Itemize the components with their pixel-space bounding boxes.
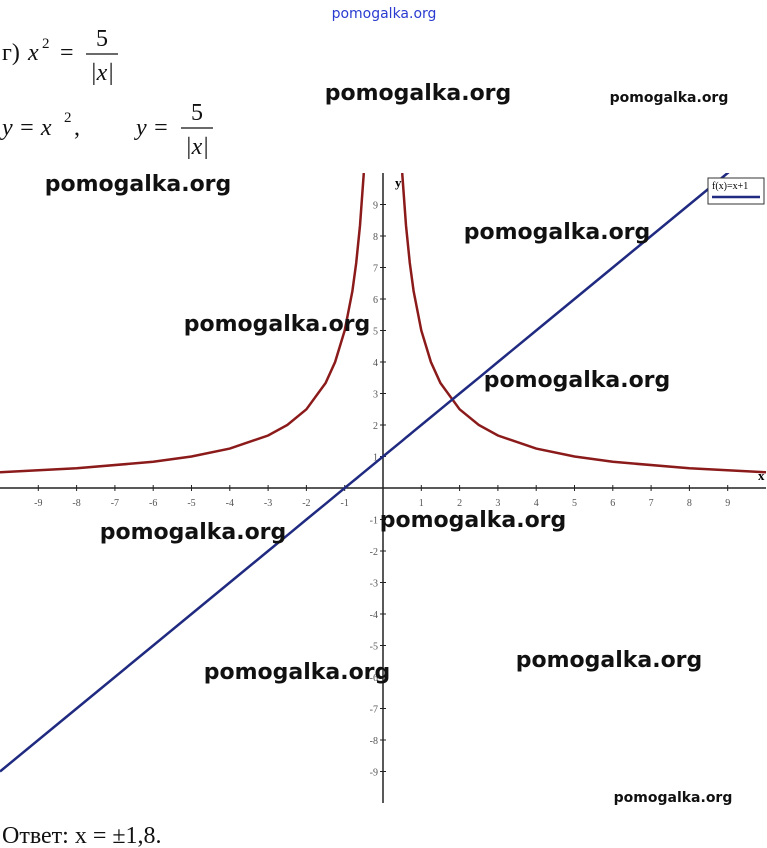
x-tick-label: -2 [302, 498, 310, 509]
watermark: pomogalka.org [380, 508, 567, 533]
watermark: pomogalka.org [516, 648, 703, 673]
x-tick-label: 8 [687, 498, 692, 509]
legend-label: f(x)=x+1 [712, 181, 748, 192]
watermark: pomogalka.org [184, 312, 371, 337]
x-axis-label: x [758, 468, 765, 483]
y-tick-label: 1 [373, 453, 378, 464]
watermark: pomogalka.org [610, 90, 729, 106]
watermark: pomogalka.org [204, 660, 391, 685]
x-tick-label: 9 [725, 498, 730, 509]
x-tick-label: 2 [457, 498, 462, 509]
x-tick-label: -8 [72, 498, 80, 509]
watermark: pomogalka.org [484, 368, 671, 393]
watermarks: pomogalka.org pomogalka.org pomogalka.org p… [45, 81, 733, 806]
y-tick-label: -5 [370, 642, 378, 653]
problem-label: г) [2, 40, 20, 66]
y-tick-label: -2 [370, 547, 378, 558]
function-2: y = [134, 115, 169, 141]
y-tick-label: 6 [373, 295, 378, 306]
chart: x y -9 -8 -7 -6 -5 -4 -3 -2 -1 1 2 3 4 5 6 7 8 9 -9 -8 -7 -6 -5 -… [0, 173, 767, 803]
function-1-exp: 2 [64, 110, 72, 126]
x-tick-label: 1 [419, 498, 424, 509]
answer: Ответ: x = ±1,8. [2, 823, 162, 848]
x-tick-label: 5 [572, 498, 577, 509]
series-line [0, 173, 730, 773]
x-tick-label: -4 [226, 498, 234, 509]
equation-exp: 2 [42, 36, 50, 52]
y-tick-label: 3 [373, 390, 378, 401]
legend-box [707, 177, 765, 205]
function-1: y = x [0, 115, 52, 141]
y-tick-label: -1 [370, 516, 378, 527]
y-axis-label: y [395, 175, 402, 190]
x-tick-label: -1 [341, 498, 349, 509]
x-tick-label: -9 [34, 498, 42, 509]
x-tick-label: 6 [610, 498, 615, 509]
y-tick-label: 8 [373, 232, 378, 243]
site-header: pomogalka.org [332, 6, 437, 22]
legend: f(x)=x+1 [707, 177, 765, 205]
y-tick-label: -4 [370, 610, 378, 621]
equation-sign: = [60, 40, 74, 66]
function-2-num: 5 [191, 100, 203, 126]
x-tick-label: -5 [187, 498, 195, 509]
y-tick-label: 5 [373, 327, 378, 338]
x-tick-label: -6 [149, 498, 157, 509]
y-tick-label: -3 [370, 579, 378, 590]
y-tick-label: -7 [370, 705, 378, 716]
watermark: pomogalka.org [464, 220, 651, 245]
x-tick-label: -7 [111, 498, 119, 509]
watermark: pomogalka.org [100, 520, 287, 545]
plot-area [0, 173, 767, 773]
y-tick-label: -8 [370, 736, 378, 747]
x-tick-label: -3 [264, 498, 272, 509]
separator: , [74, 115, 80, 141]
y-tick-label: 7 [373, 264, 378, 275]
equation-num: 5 [96, 26, 108, 52]
x-tick-label: 3 [495, 498, 500, 509]
function-2-den: |x| [185, 134, 209, 160]
y-tick-label: -9 [370, 768, 378, 779]
x-tick-label: 7 [649, 498, 654, 509]
equation-den: |x| [90, 60, 114, 86]
watermark: pomogalka.org [45, 172, 232, 197]
watermark: pomogalka.org [614, 790, 733, 806]
x-tick-label: 4 [534, 498, 539, 509]
y-tick-label: 9 [373, 201, 378, 212]
y-tick-label: 4 [373, 358, 378, 369]
y-tick-label: -6 [370, 673, 378, 684]
y-tick-label: 2 [373, 421, 378, 432]
watermark: pomogalka.org [325, 81, 512, 106]
equation-var: x [27, 40, 39, 66]
series-line [0, 173, 767, 474]
